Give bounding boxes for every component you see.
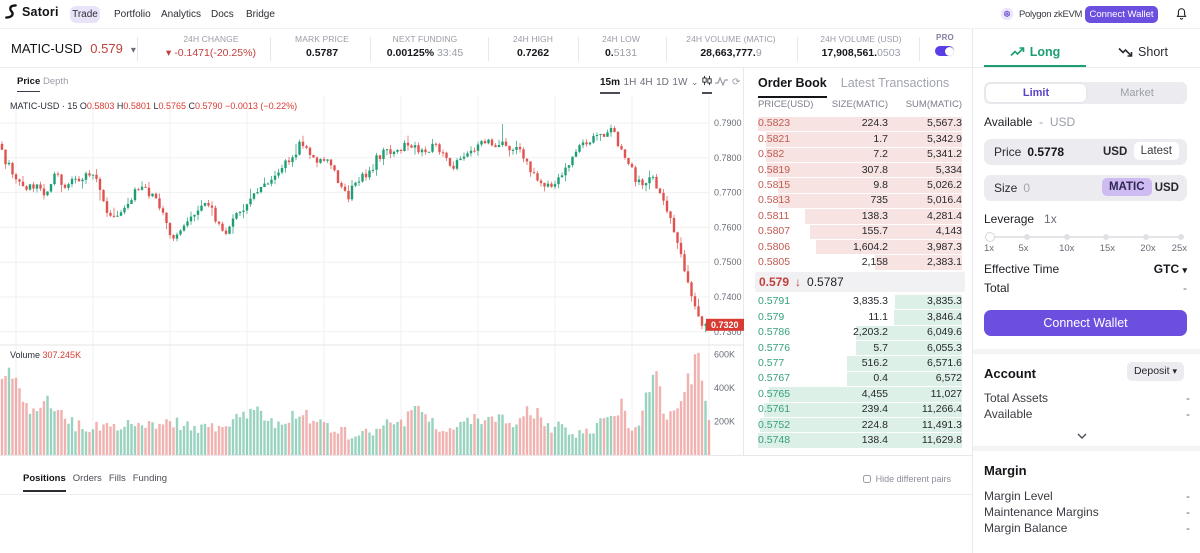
svg-text:0.7900: 0.7900 — [714, 118, 742, 128]
svg-text:Volume 307.245K: Volume 307.245K — [10, 350, 81, 360]
svg-text:600K: 600K — [714, 350, 735, 360]
svg-text:200K: 200K — [714, 417, 735, 427]
svg-text:400K: 400K — [714, 383, 735, 393]
svg-text:MATIC-USD · 15 O0.5803 H0.5801: MATIC-USD · 15 O0.5803 H0.5801 L0.5765 C… — [10, 101, 297, 111]
svg-text:0.7400: 0.7400 — [714, 292, 742, 302]
svg-text:0.7600: 0.7600 — [714, 222, 742, 232]
svg-text:0.7500: 0.7500 — [714, 257, 742, 267]
svg-text:0.7320: 0.7320 — [711, 320, 739, 330]
svg-text:0.7300: 0.7300 — [714, 327, 742, 337]
svg-text:0.7700: 0.7700 — [714, 188, 742, 198]
svg-text:0.7800: 0.7800 — [714, 153, 742, 163]
